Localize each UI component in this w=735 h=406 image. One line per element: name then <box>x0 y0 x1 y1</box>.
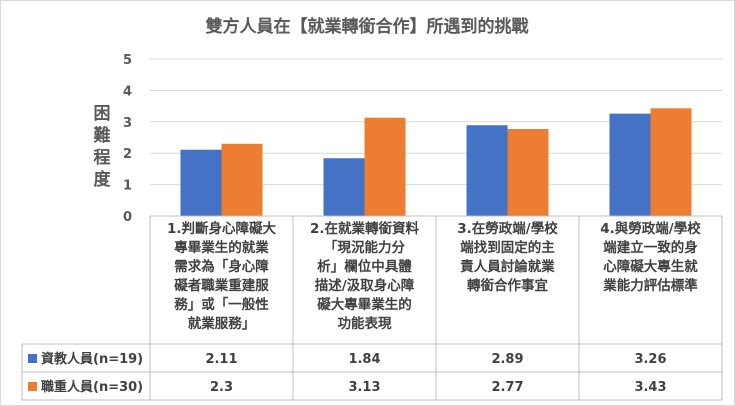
legend-key-series1 <box>28 354 37 363</box>
bar-series1 <box>609 113 651 216</box>
category-label-line: 3.在勞政端/學校 <box>457 220 558 237</box>
data-value-label: 3.26 <box>634 352 666 367</box>
y-tick-label: 1 <box>123 179 132 194</box>
chart-title: 雙方人員在【就業轉銜合作】所遇到的挑戰 <box>206 16 529 37</box>
y-axis-ticks: 0 1 2 3 4 5 <box>123 53 132 225</box>
legend-label: 職重人員(n=30) <box>41 379 143 395</box>
category-label-line: 礙大專畢業生的 <box>317 296 412 313</box>
y-axis-label-char: 程 <box>94 148 111 168</box>
bar-series1 <box>323 158 365 216</box>
y-axis-label-char: 困 <box>94 104 111 124</box>
y-axis-label-char: 難 <box>94 125 111 146</box>
legend-key-series2 <box>28 382 37 391</box>
y-tick-label: 2 <box>123 147 132 162</box>
category-label-line: 析」欄位中具體 <box>317 258 412 275</box>
category-label-line: 4.與勞政端/學校 <box>600 220 701 237</box>
category-label-line: 專畢業生的就業 <box>174 239 269 256</box>
category-label-line: 端找到固定的主 <box>460 239 555 256</box>
y-axis-label-char: 度 <box>94 169 112 190</box>
y-tick-label: 3 <box>123 116 132 131</box>
category-label-line: 描述/汲取身心障 <box>315 277 415 294</box>
category-label-line: 業能力評估標準 <box>602 277 698 294</box>
legend-label: 資教人員(n=19) <box>41 351 143 367</box>
category-label-line: 責人員討論就業 <box>460 258 555 275</box>
data-value-label: 1.84 <box>348 352 380 367</box>
y-tick-label: 0 <box>123 210 132 225</box>
data-value-label: 2.11 <box>205 352 237 367</box>
category-label-line: 轉銜合作事宜 <box>467 277 548 294</box>
data-value-label: 3.43 <box>634 380 666 395</box>
category-label-line: 務」或「一般性 <box>174 296 269 313</box>
bar-series2 <box>364 117 406 216</box>
category-label-line: 需求為「身心障 <box>174 258 269 275</box>
bars <box>180 108 692 216</box>
bar-series2 <box>507 129 549 216</box>
category-label-line: 2.在就業轉銜資料 <box>310 220 420 237</box>
data-value-label: 2.89 <box>491 352 523 367</box>
category-label-line: 礙者職業重建服 <box>174 277 269 294</box>
category-label-line: 1.判斷身心障礙大 <box>167 220 277 237</box>
y-tick-label: 4 <box>123 84 132 99</box>
category-label-line: 端建立一致的身 <box>603 239 698 256</box>
data-table: 1.判斷身心障礙大專畢業生的就業需求為「身心障礙者職業重建服務」或「一般性就業服… <box>21 215 723 401</box>
category-label-line: 「現況能力分 <box>324 239 405 256</box>
data-value-label: 3.13 <box>348 380 380 395</box>
bar-series2 <box>650 108 692 216</box>
y-tick-label: 5 <box>123 53 132 68</box>
category-label-line: 心障礙大專生就 <box>603 258 698 275</box>
category-label-line: 功能表現 <box>338 315 392 332</box>
data-value-label: 2.77 <box>491 380 523 395</box>
bar-series1 <box>180 149 222 216</box>
bar-series1 <box>466 125 508 216</box>
data-value-label: 2.3 <box>210 380 233 395</box>
bar-series2 <box>221 143 263 216</box>
category-label-line: 就業服務」 <box>188 315 256 332</box>
